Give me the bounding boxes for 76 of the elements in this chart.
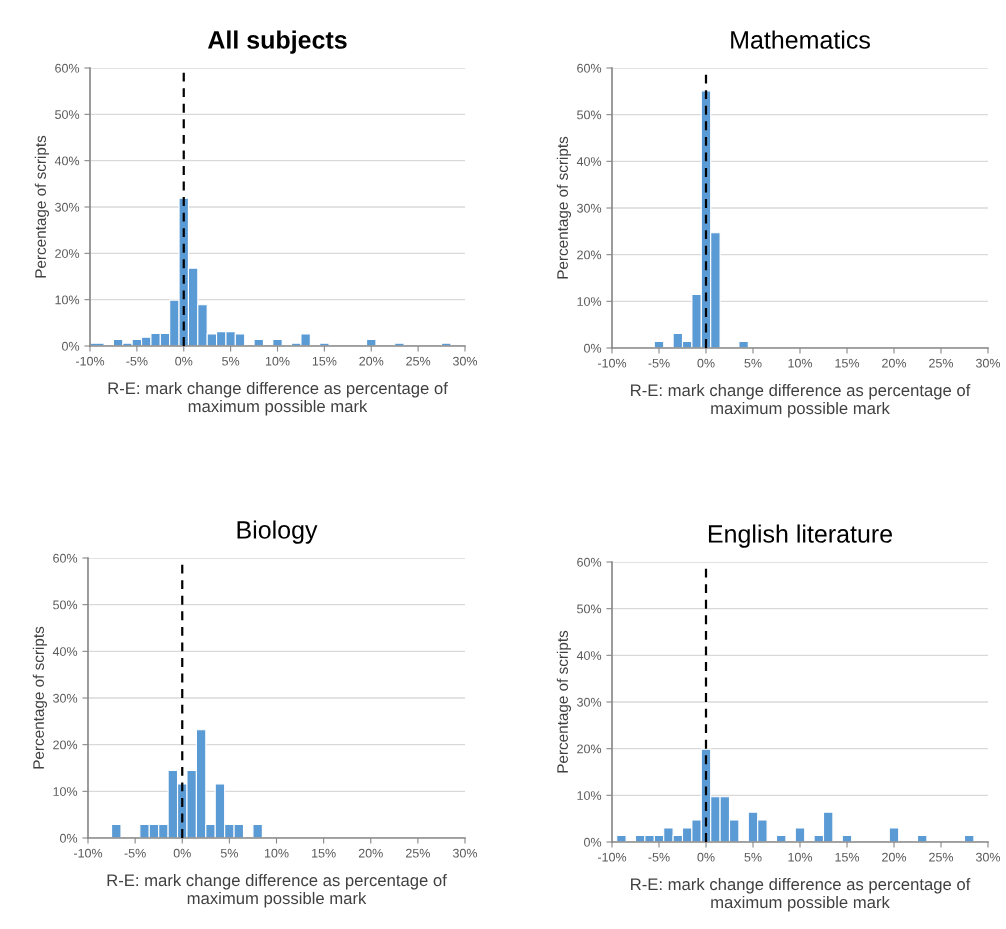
chart-title: All subjects <box>207 30 347 54</box>
x-tick-label: 15% <box>835 852 860 862</box>
y-tick-label: 0% <box>584 343 602 353</box>
y-tick-label: 60% <box>53 553 78 563</box>
x-tick-label: -5% <box>126 356 148 366</box>
x-tick-label: 5% <box>744 358 762 368</box>
y-tick-label: 0% <box>584 837 602 847</box>
y-tick-label: 50% <box>577 604 602 614</box>
x-tick-label: 5% <box>220 848 238 858</box>
chart-title: English literature <box>708 524 892 548</box>
y-tick-label: 40% <box>52 647 78 656</box>
x-tick-label: 15% <box>835 358 860 368</box>
y-tick-label: 60% <box>55 63 80 73</box>
y-tick-label: 0% <box>60 833 78 843</box>
x-tick-label: 20% <box>358 848 383 858</box>
y-tick-label: 20% <box>53 740 78 750</box>
x-tick-label: 10% <box>264 848 289 858</box>
x-tick-label: -10% <box>73 848 103 858</box>
x-tick-label: -10% <box>75 356 105 366</box>
y-tick-label: 30% <box>55 202 80 212</box>
x-tick-label: -5% <box>648 852 670 862</box>
x-axis-title: R-E: mark change difference as percentage of maximum possible mark <box>631 877 971 912</box>
y-tick-label: 30% <box>577 697 602 707</box>
x-tick-label: 30% <box>452 848 478 858</box>
x-tick-label: 10% <box>265 356 290 366</box>
y-axis-title: Percentage of scripts <box>34 135 50 278</box>
x-tick-label: 10% <box>788 852 813 862</box>
x-tick-label: 25% <box>406 848 430 858</box>
x-tick-label: 30% <box>452 356 478 366</box>
x-tick-label: -5% <box>648 358 670 368</box>
y-tick-label: 30% <box>577 203 602 213</box>
x-tick-label: 25% <box>929 852 954 862</box>
x-tick-label: 5% <box>744 852 762 862</box>
x-tick-label: 30% <box>975 358 1001 368</box>
y-axis-title: Percentage of scripts <box>556 136 572 279</box>
y-tick-label: 20% <box>577 250 602 260</box>
x-tick-label: 20% <box>882 852 907 862</box>
y-tick-label: 30% <box>53 693 78 703</box>
x-axis-title: R-E: mark change difference as percentage of maximum possible mark <box>107 873 447 908</box>
y-tick-label: 0% <box>62 341 80 351</box>
x-tick-label: 0% <box>173 848 191 858</box>
y-tick-label: 20% <box>577 744 602 754</box>
y-tick-label: 40% <box>576 157 602 166</box>
x-tick-label: 15% <box>312 356 337 366</box>
x-tick-label: 15% <box>312 848 336 858</box>
x-tick-label: 0% <box>175 356 193 366</box>
y-tick-label: 10% <box>53 787 78 796</box>
y-tick-label: 40% <box>54 156 80 166</box>
x-tick-label: 25% <box>929 358 954 368</box>
y-tick-label: 50% <box>55 110 80 119</box>
y-tick-label: 50% <box>577 110 602 120</box>
y-tick-label: 60% <box>577 63 602 73</box>
x-tick-label: 5% <box>222 356 240 366</box>
x-tick-label: -5% <box>124 848 146 858</box>
x-tick-label: 0% <box>697 358 715 368</box>
y-tick-label: 60% <box>577 557 602 567</box>
x-tick-label: 25% <box>406 356 431 366</box>
y-tick-label: 10% <box>55 295 80 305</box>
y-tick-label: 40% <box>576 651 602 660</box>
x-tick-label: 0% <box>697 852 715 862</box>
y-tick-label: 10% <box>577 297 602 306</box>
y-tick-label: 10% <box>577 791 602 800</box>
x-tick-label: 30% <box>975 852 1001 862</box>
y-tick-label: 50% <box>53 600 78 610</box>
y-tick-label: 20% <box>55 249 80 258</box>
chart-title: Mathematics <box>731 30 870 49</box>
x-tick-label: -10% <box>597 358 627 368</box>
x-tick-label: 10% <box>788 358 813 368</box>
y-axis-title: Percentage of scripts <box>32 626 48 769</box>
x-tick-label: 20% <box>882 358 907 368</box>
x-tick-label: 20% <box>359 356 384 366</box>
x-axis-title: R-E: mark change difference as percentage of maximum possible mark <box>108 381 448 416</box>
y-axis-title: Percentage of scripts <box>556 630 572 773</box>
x-axis-title: R-E: mark change difference as percentage of maximum possible mark <box>631 383 971 418</box>
x-tick-label: -10% <box>597 852 627 862</box>
chart-title: Biology <box>237 520 318 544</box>
